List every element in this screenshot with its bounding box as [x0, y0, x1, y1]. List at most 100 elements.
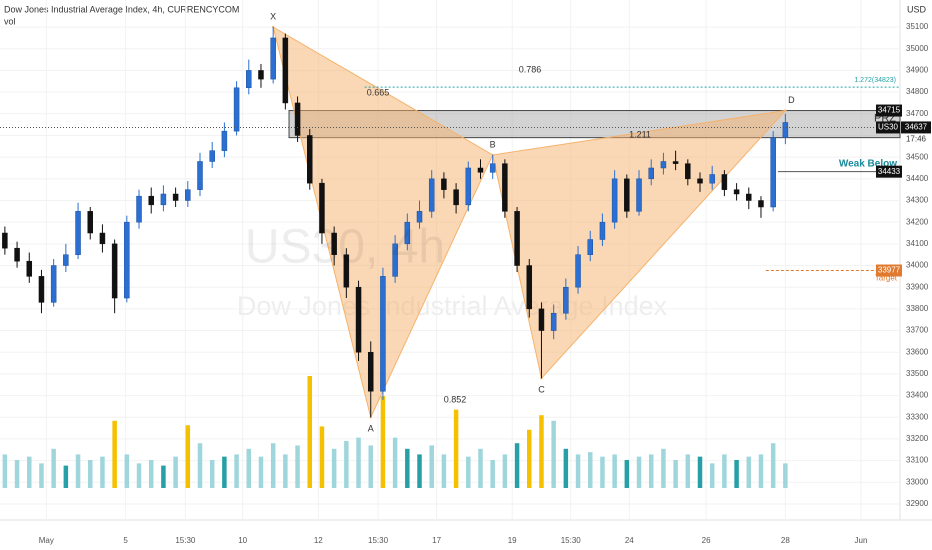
candle-body — [782, 122, 789, 138]
x-tick-label: 28 — [781, 536, 790, 545]
volume-bar — [161, 465, 166, 488]
volume-bar — [295, 445, 300, 488]
chart-title: Dow Jones Industrial Average Index, 4h, … — [4, 4, 239, 14]
candle-body — [172, 193, 179, 201]
y-tick-label: 34700 — [906, 109, 929, 118]
volume-bar — [246, 448, 252, 488]
candle-body — [758, 200, 764, 208]
x-tick-label: Jun — [855, 536, 868, 545]
candle-body — [709, 174, 715, 184]
y-tick-label: 35100 — [906, 22, 929, 31]
y-tick-label: 33100 — [906, 456, 929, 465]
volume-bar — [124, 454, 130, 488]
volume-bar — [648, 454, 654, 488]
candle-body — [63, 254, 69, 266]
volume-bar — [490, 460, 495, 488]
candle-body — [685, 163, 691, 180]
candle-body — [550, 312, 557, 331]
currency: USD — [907, 4, 927, 14]
volume-bar — [478, 448, 483, 488]
volume-bar — [587, 452, 593, 488]
candle-body — [221, 130, 228, 151]
volume-bar — [661, 448, 666, 488]
volume-bar — [783, 463, 788, 488]
volume-bar — [429, 445, 434, 488]
volume-bar — [75, 454, 81, 488]
volume-bar — [600, 456, 605, 488]
volume-bar — [331, 448, 337, 488]
volume-bar — [575, 454, 581, 488]
volume-bar — [539, 415, 544, 488]
volume-bar — [173, 456, 178, 488]
pattern-ratio: 0.786 — [519, 64, 542, 74]
candle-body — [380, 276, 386, 392]
pattern-label: A — [368, 424, 374, 434]
candle-body — [526, 265, 533, 310]
volume-bar — [2, 454, 8, 488]
candle-body — [636, 178, 642, 212]
y-tick-label: 34000 — [906, 261, 929, 270]
candle-body — [746, 193, 752, 201]
volume-bar — [514, 443, 520, 488]
volume-bar — [197, 443, 203, 488]
volume-bar — [112, 420, 117, 488]
last-symbol: US30 — [878, 123, 899, 132]
candle-body — [575, 254, 581, 288]
candle-body — [660, 161, 667, 169]
y-tick-label: 33700 — [906, 326, 929, 335]
candle-body — [453, 189, 459, 206]
pattern-label: X — [270, 11, 276, 21]
y-tick-label: 33900 — [906, 282, 929, 291]
y-tick-label: 33500 — [906, 369, 929, 378]
candle-body — [672, 161, 679, 164]
volume-bar — [380, 396, 386, 488]
candle-body — [392, 243, 398, 277]
candle-body — [428, 178, 435, 212]
volume-bar — [417, 454, 422, 488]
volume-bar — [148, 460, 154, 488]
target-tag — [876, 264, 902, 277]
candle-body — [258, 70, 264, 80]
candle-body — [50, 265, 57, 303]
pattern-ratio: 0.665 — [367, 87, 390, 97]
candle-body — [111, 243, 118, 299]
candle-body — [294, 102, 301, 136]
candle-body — [404, 221, 411, 245]
volume-bar — [624, 460, 630, 488]
volume-bar — [100, 456, 105, 488]
x-tick-label: May — [39, 536, 54, 545]
candle-body — [355, 286, 362, 353]
x-tick-label: 19 — [508, 536, 517, 545]
countdown-tag — [901, 133, 931, 145]
y-tick-label: 33000 — [906, 477, 929, 486]
volume-bar — [453, 409, 459, 488]
x-tick-label: 24 — [625, 536, 634, 545]
countdown: 17:46 — [906, 135, 927, 144]
x-tick-label: 10 — [238, 536, 247, 545]
volume-bar — [356, 437, 361, 488]
candle-body — [87, 211, 93, 234]
x-tick-label: 26 — [702, 536, 711, 545]
candle-body — [185, 189, 191, 201]
pattern-point — [784, 109, 787, 112]
y-tick-label: 34800 — [906, 87, 929, 96]
pattern-label: B — [490, 139, 496, 149]
y-tick-label: 32900 — [906, 499, 929, 508]
y-tick-label: 34100 — [906, 239, 929, 248]
volume-bar — [563, 448, 569, 488]
candle-body — [416, 211, 423, 223]
y-tick-label: 33300 — [906, 412, 929, 421]
x-tick-label: 15:30 — [561, 536, 582, 545]
extension-label: 1.272(34823) — [854, 77, 896, 84]
volume-bar — [234, 454, 239, 488]
volume-bar — [502, 454, 508, 488]
pattern-ratio: 1.211 — [629, 129, 651, 139]
volume-bar — [758, 454, 764, 488]
candle-body — [489, 163, 496, 173]
candle-body — [75, 211, 81, 255]
candle-body — [599, 221, 606, 240]
candle-body — [538, 308, 545, 331]
candle-body — [319, 182, 325, 234]
pattern-label: D — [788, 95, 795, 105]
x-tick-label: 15:30 — [368, 536, 389, 545]
